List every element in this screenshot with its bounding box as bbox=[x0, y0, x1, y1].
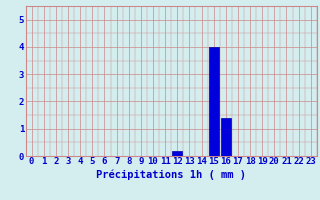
Bar bbox=[221, 118, 231, 156]
Bar bbox=[172, 151, 182, 156]
X-axis label: Précipitations 1h ( mm ): Précipitations 1h ( mm ) bbox=[96, 169, 246, 180]
Bar bbox=[209, 47, 219, 156]
